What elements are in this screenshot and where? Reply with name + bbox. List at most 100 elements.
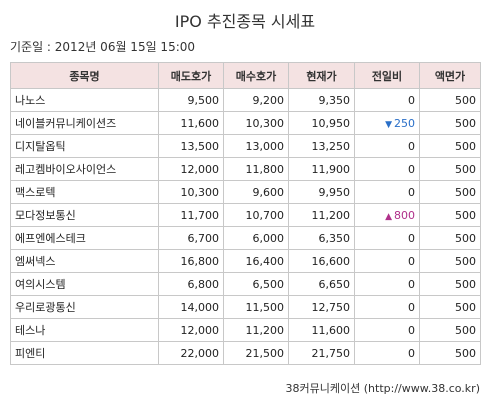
par-value-cell: 500 [419, 111, 481, 135]
stock-name-cell[interactable]: 피엔티 [10, 341, 159, 365]
ask-price-cell: 10,300 [158, 180, 224, 204]
ask-price-cell: 6,700 [158, 226, 224, 250]
table-row: 여의시스템 6,800 6,500 6,650 0 500 [10, 272, 481, 296]
change-cell: 0 [354, 180, 420, 204]
current-price-cell: 11,200 [288, 203, 355, 227]
stock-name-cell[interactable]: 여의시스템 [10, 272, 159, 296]
change-value: 0 [408, 277, 415, 291]
bid-price-cell: 6,000 [223, 226, 289, 250]
par-value-cell: 500 [419, 318, 481, 342]
current-price-cell: 21,750 [288, 341, 355, 365]
current-price-cell: 10,950 [288, 111, 355, 135]
change-value: 0 [408, 254, 415, 268]
table-row: 피엔티 22,000 21,500 21,750 0 500 [10, 341, 481, 365]
stock-name-cell[interactable]: 레고켐바이오사이언스 [10, 157, 159, 181]
change-cell: 0 [354, 318, 420, 342]
change-value: 0 [408, 139, 415, 153]
par-value-cell: 500 [419, 249, 481, 273]
current-price-cell: 9,350 [288, 88, 355, 112]
quote-table: 종목명 매도호가 매수호가 현재가 전일비 액면가 나노스 9,500 9,200 9… [10, 62, 481, 365]
current-price-cell: 13,250 [288, 134, 355, 158]
par-value-cell: 500 [419, 134, 481, 158]
stock-name-cell[interactable]: 나노스 [10, 88, 159, 112]
ask-price-cell: 11,600 [158, 111, 224, 135]
stock-name-cell[interactable]: 네이블커뮤니케이션즈 [10, 111, 159, 135]
change-cell: 0 [354, 295, 420, 319]
stock-name-cell[interactable]: 엠써넥스 [10, 249, 159, 273]
change-value: 0 [408, 185, 415, 199]
bid-price-cell: 21,500 [223, 341, 289, 365]
change-cell: 0 [354, 272, 420, 296]
table-row: 에프엔에스테크 6,700 6,000 6,350 0 500 [10, 226, 481, 250]
ask-price-cell: 6,800 [158, 272, 224, 296]
column-header-change: 전일비 [354, 62, 420, 89]
table-row: 엠써넥스 16,800 16,400 16,600 0 500 [10, 249, 481, 273]
change-value: 0 [408, 300, 415, 314]
table-row: 우리로광통신 14,000 11,500 12,750 0 500 [10, 295, 481, 319]
ask-price-cell: 14,000 [158, 295, 224, 319]
change-cell: 0 [354, 88, 420, 112]
bid-price-cell: 11,800 [223, 157, 289, 181]
bid-price-cell: 16,400 [223, 249, 289, 273]
bid-price-cell: 9,200 [223, 88, 289, 112]
par-value-cell: 500 [419, 203, 481, 227]
par-value-cell: 500 [419, 180, 481, 204]
ask-price-cell: 12,000 [158, 318, 224, 342]
current-price-cell: 9,950 [288, 180, 355, 204]
par-value-cell: 500 [419, 295, 481, 319]
table-row: 테스나 12,000 11,200 11,600 0 500 [10, 318, 481, 342]
table-row: 네이블커뮤니케이션즈 11,600 10,300 10,950 ▼ 250 500 [10, 111, 481, 135]
column-header-ask: 매도호가 [158, 62, 224, 89]
par-value-cell: 500 [419, 341, 481, 365]
change-value: 250 [394, 116, 415, 130]
table-header-row: 종목명 매도호가 매수호가 현재가 전일비 액면가 [10, 62, 481, 89]
change-value: 0 [408, 93, 415, 107]
ask-price-cell: 11,700 [158, 203, 224, 227]
change-cell: 0 [354, 134, 420, 158]
bid-price-cell: 6,500 [223, 272, 289, 296]
par-value-cell: 500 [419, 157, 481, 181]
change-value: 0 [408, 231, 415, 245]
stock-name-cell[interactable]: 우리로광통신 [10, 295, 159, 319]
table-row: 레고켐바이오사이언스 12,000 11,800 11,900 0 500 [10, 157, 481, 181]
stock-name-cell[interactable]: 맥스로텍 [10, 180, 159, 204]
change-value: 800 [394, 208, 415, 222]
ask-price-cell: 9,500 [158, 88, 224, 112]
ask-price-cell: 16,800 [158, 249, 224, 273]
bid-price-cell: 11,200 [223, 318, 289, 342]
up-triangle-icon: ▲ [385, 211, 392, 222]
par-value-cell: 500 [419, 88, 481, 112]
column-header-bid: 매수호가 [223, 62, 289, 89]
bid-price-cell: 13,000 [223, 134, 289, 158]
stock-name-cell[interactable]: 테스나 [10, 318, 159, 342]
table-row: 나노스 9,500 9,200 9,350 0 500 [10, 88, 481, 112]
table-row: 맥스로텍 10,300 9,600 9,950 0 500 [10, 180, 481, 204]
bid-price-cell: 9,600 [223, 180, 289, 204]
current-price-cell: 11,900 [288, 157, 355, 181]
column-header-price: 현재가 [288, 62, 355, 89]
change-value: 0 [408, 346, 415, 360]
change-value: 0 [408, 162, 415, 176]
current-price-cell: 16,600 [288, 249, 355, 273]
change-value: 0 [408, 323, 415, 337]
change-cell: ▼ 250 [354, 111, 420, 135]
current-price-cell: 11,600 [288, 318, 355, 342]
stock-name-cell[interactable]: 에프엔에스테크 [10, 226, 159, 250]
stock-name-cell[interactable]: 모다정보통신 [10, 203, 159, 227]
par-value-cell: 500 [419, 226, 481, 250]
page-title: IPO 추진종목 시세표 [174, 12, 316, 31]
base-date: 기준일 : 2012년 06월 15일 15:00 [10, 40, 196, 54]
ask-price-cell: 12,000 [158, 157, 224, 181]
par-value-cell: 500 [419, 272, 481, 296]
change-cell: ▲ 800 [354, 203, 420, 227]
stock-name-cell[interactable]: 디지탈옵틱 [10, 134, 159, 158]
bid-price-cell: 10,300 [223, 111, 289, 135]
current-price-cell: 12,750 [288, 295, 355, 319]
bid-price-cell: 11,500 [223, 295, 289, 319]
change-cell: 0 [354, 341, 420, 365]
ask-price-cell: 22,000 [158, 341, 224, 365]
column-header-par: 액면가 [419, 62, 481, 89]
ask-price-cell: 13,500 [158, 134, 224, 158]
current-price-cell: 6,350 [288, 226, 355, 250]
change-cell: 0 [354, 157, 420, 181]
